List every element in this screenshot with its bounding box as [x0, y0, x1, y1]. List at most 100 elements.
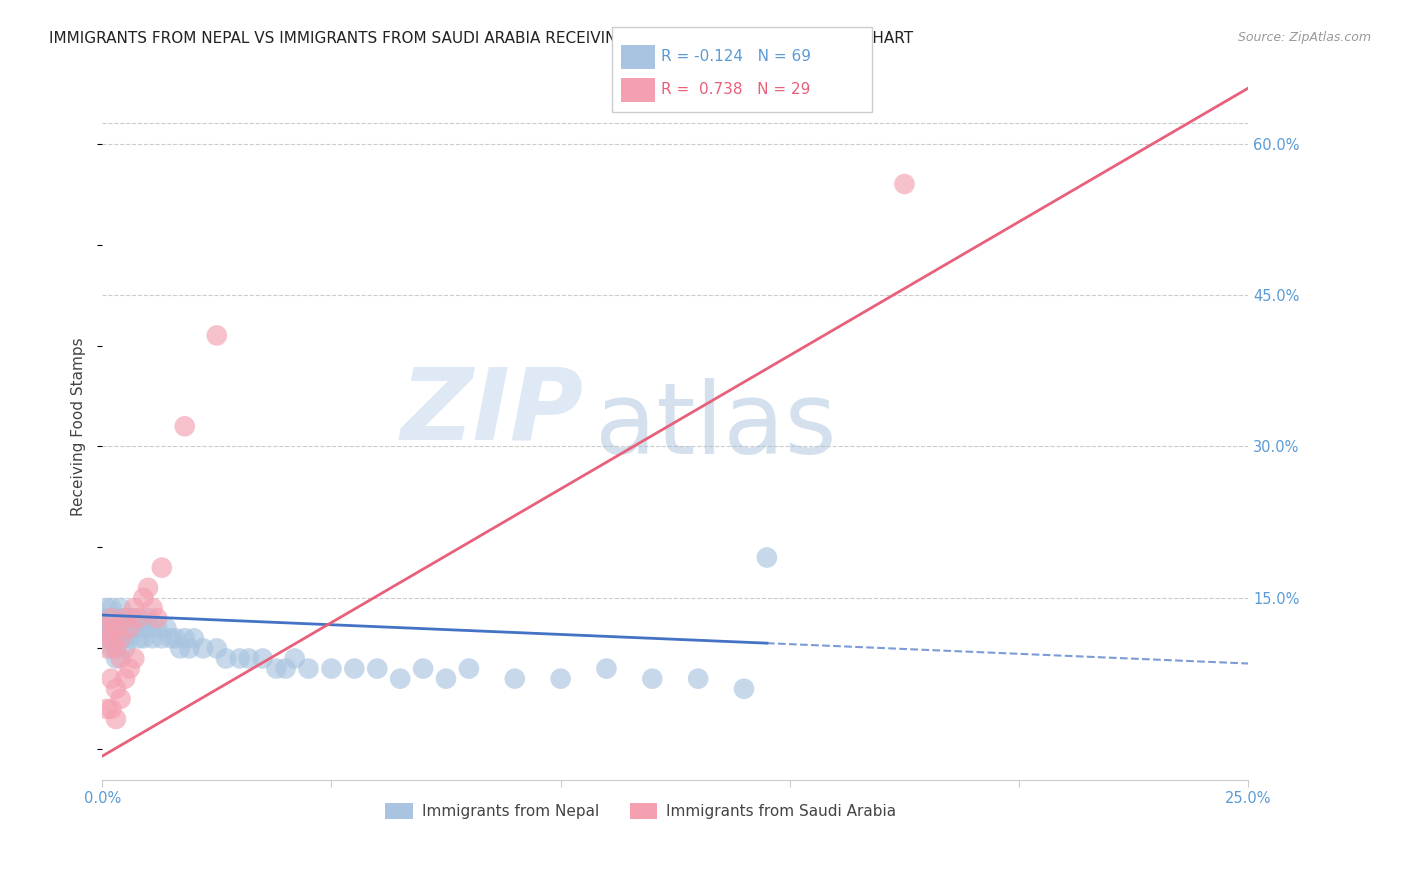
Point — [297, 662, 319, 676]
Point — [118, 611, 141, 625]
Point — [96, 621, 118, 635]
Point — [110, 632, 132, 646]
Point — [155, 621, 177, 635]
Point — [100, 611, 122, 625]
Point — [389, 672, 412, 686]
Point — [124, 651, 146, 665]
Point — [114, 611, 136, 625]
Point — [104, 651, 127, 665]
Text: IMMIGRANTS FROM NEPAL VS IMMIGRANTS FROM SAUDI ARABIA RECEIVING FOOD STAMPS CORR: IMMIGRANTS FROM NEPAL VS IMMIGRANTS FROM… — [49, 31, 914, 46]
Point — [96, 621, 118, 635]
Point — [215, 651, 238, 665]
Point — [104, 641, 127, 656]
Point — [110, 651, 132, 665]
Point — [146, 621, 169, 635]
Point — [284, 651, 307, 665]
Point — [733, 681, 755, 696]
Point — [136, 621, 159, 635]
Point — [104, 712, 127, 726]
Point — [641, 672, 664, 686]
Point — [128, 611, 150, 625]
Point — [118, 632, 141, 646]
Point — [550, 672, 572, 686]
Point — [205, 641, 228, 656]
Point — [252, 651, 274, 665]
Point — [142, 601, 165, 615]
Point — [503, 672, 526, 686]
Point — [124, 601, 146, 615]
Point — [104, 621, 127, 635]
Point — [183, 632, 205, 646]
Point — [100, 702, 122, 716]
Text: ZIP: ZIP — [401, 364, 583, 460]
Point — [238, 651, 260, 665]
Point — [100, 632, 122, 646]
Point — [100, 641, 122, 656]
Point — [229, 651, 252, 665]
Point — [96, 641, 118, 656]
Point — [755, 550, 778, 565]
Point — [142, 632, 165, 646]
Y-axis label: Receiving Food Stamps: Receiving Food Stamps — [72, 337, 86, 516]
Point — [128, 632, 150, 646]
Point — [110, 632, 132, 646]
Point — [118, 621, 141, 635]
Point — [191, 641, 214, 656]
Point — [150, 632, 173, 646]
Legend: Immigrants from Nepal, Immigrants from Saudi Arabia: Immigrants from Nepal, Immigrants from S… — [380, 797, 903, 825]
Point — [169, 641, 191, 656]
Point — [412, 662, 434, 676]
Point — [893, 177, 915, 191]
Point — [114, 672, 136, 686]
Point — [110, 621, 132, 635]
Point — [136, 581, 159, 595]
Point — [321, 662, 343, 676]
Point — [266, 662, 288, 676]
Point — [124, 621, 146, 635]
Point — [205, 328, 228, 343]
Point — [688, 672, 710, 686]
Point — [132, 621, 155, 635]
Point — [100, 621, 122, 635]
Point — [114, 632, 136, 646]
Point — [179, 641, 201, 656]
Point — [104, 681, 127, 696]
Text: Source: ZipAtlas.com: Source: ZipAtlas.com — [1237, 31, 1371, 45]
Point — [132, 632, 155, 646]
Point — [366, 662, 388, 676]
Point — [114, 621, 136, 635]
Text: R = -0.124   N = 69: R = -0.124 N = 69 — [661, 49, 811, 63]
Point — [96, 601, 118, 615]
Point — [165, 632, 187, 646]
Point — [104, 641, 127, 656]
Point — [136, 611, 159, 625]
Point — [114, 611, 136, 625]
Point — [458, 662, 481, 676]
Point — [173, 632, 195, 646]
Point — [132, 591, 155, 605]
Point — [124, 611, 146, 625]
Point — [118, 662, 141, 676]
Point — [100, 621, 122, 635]
Point — [104, 632, 127, 646]
Text: R =  0.738   N = 29: R = 0.738 N = 29 — [661, 82, 810, 96]
Point — [595, 662, 617, 676]
Point — [160, 632, 183, 646]
Point — [100, 632, 122, 646]
Point — [110, 611, 132, 625]
Point — [100, 672, 122, 686]
Point — [104, 611, 127, 625]
Point — [96, 632, 118, 646]
Text: atlas: atlas — [595, 378, 837, 475]
Point — [343, 662, 366, 676]
Point — [104, 621, 127, 635]
Point — [150, 560, 173, 574]
Point — [274, 662, 297, 676]
Point — [96, 611, 118, 625]
Point — [128, 621, 150, 635]
Point — [110, 691, 132, 706]
Point — [100, 601, 122, 615]
Point — [100, 611, 122, 625]
Point — [118, 621, 141, 635]
Point — [146, 611, 169, 625]
